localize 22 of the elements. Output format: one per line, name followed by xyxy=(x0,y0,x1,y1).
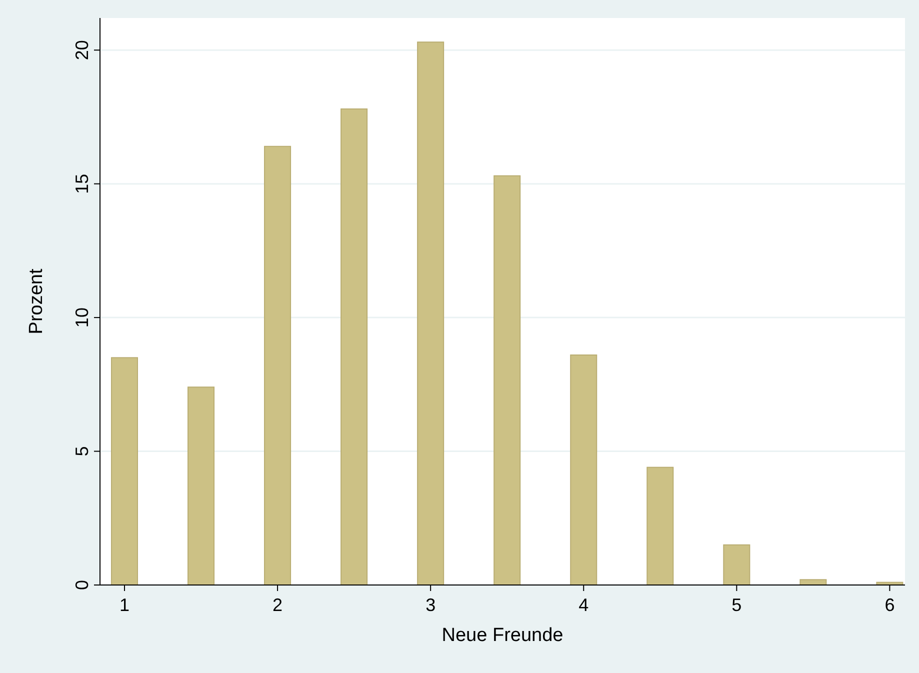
y-tick-label: 10 xyxy=(72,308,92,328)
x-tick-label: 3 xyxy=(426,595,436,615)
y-axis-title: Prozent xyxy=(26,268,47,334)
x-tick-label: 2 xyxy=(272,595,283,615)
bar xyxy=(340,108,368,586)
y-tick-label: 15 xyxy=(72,174,92,194)
y-tick-label: 20 xyxy=(72,40,92,60)
bar xyxy=(494,175,521,586)
bar xyxy=(264,146,292,586)
y-tick-label: 0 xyxy=(72,580,92,590)
x-tick-label: 6 xyxy=(884,595,895,615)
bar xyxy=(723,544,750,586)
x-tick-label: 5 xyxy=(732,595,742,615)
x-tick-label: 4 xyxy=(578,595,589,615)
bar xyxy=(646,466,674,586)
x-tick-label: 1 xyxy=(119,595,130,615)
bar xyxy=(110,357,138,586)
bar xyxy=(570,354,598,586)
bar xyxy=(417,42,444,586)
x-axis-title: Neue Freunde xyxy=(442,625,564,646)
y-tick-label: 5 xyxy=(72,446,92,456)
bar xyxy=(188,386,215,586)
